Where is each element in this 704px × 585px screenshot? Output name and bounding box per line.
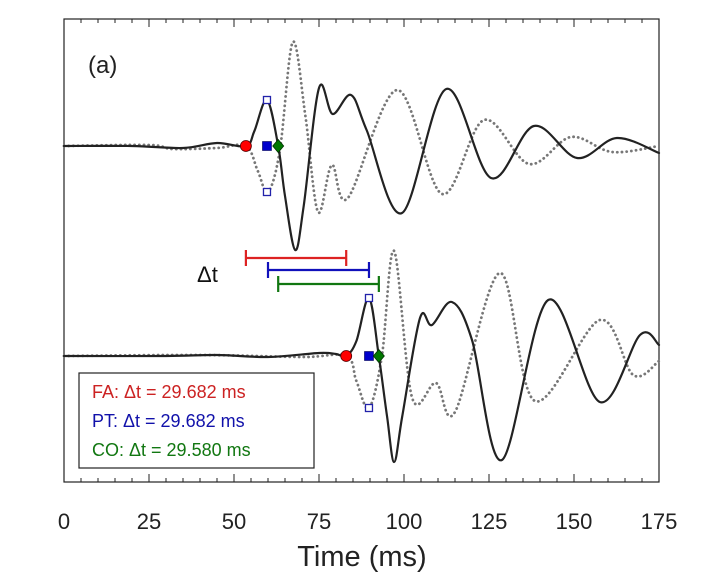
- lower-trace-marker-fa: [340, 350, 353, 362]
- legend: FA: Δt = 29.682 ms PT: Δt = 29.682 ms CO…: [78, 372, 315, 469]
- lower-trace-solid-line: [62, 296, 661, 464]
- lower-trace-marker-pt-trough: [364, 403, 374, 413]
- markers: [239, 95, 385, 413]
- plot-frame: [63, 18, 660, 483]
- x-tick-labels: 0 25 50 75 100 125 150 175: [58, 509, 677, 534]
- upper-trace-marker-fa: [239, 140, 252, 152]
- x-tick-label: 0: [58, 509, 70, 534]
- upper-trace-dotted-line: [62, 40, 661, 215]
- x-tick-label: 125: [471, 509, 508, 534]
- lower-trace-marker-pt: [364, 351, 374, 361]
- delta-t-bar-pt: [266, 262, 371, 278]
- plot-border: [63, 18, 660, 483]
- x-tick-label: 50: [222, 509, 246, 534]
- delta-t-label: Δt: [197, 262, 218, 287]
- upper-trace-marker-pt: [262, 141, 272, 151]
- x-tick-label: 75: [307, 509, 331, 534]
- x-axis-title: Time (ms): [297, 541, 426, 573]
- panel-label: (a): [88, 52, 117, 79]
- legend-box: [78, 372, 315, 469]
- x-tick-label: 25: [137, 509, 161, 534]
- x-tick-label: 150: [556, 509, 593, 534]
- delta-t-bar-co: [277, 276, 380, 292]
- delta-t-bars: [244, 250, 380, 292]
- lower-trace-marker-co: [372, 348, 385, 364]
- upper-trace-marker-pt-trough: [262, 187, 272, 197]
- upper-trace-marker-pt-peak: [262, 95, 272, 105]
- upper-trace-marker-co: [272, 138, 285, 154]
- x-tick-label: 100: [386, 509, 423, 534]
- legend-entry-pt: PT: Δt = 29.682 ms: [92, 411, 245, 431]
- delta-t-bar-fa: [244, 250, 348, 266]
- legend-entry-co: CO: Δt = 29.580 ms: [92, 440, 251, 460]
- lower-trace-marker-pt-peak: [364, 293, 374, 303]
- legend-entry-fa: FA: Δt = 29.682 ms: [92, 382, 246, 402]
- x-tick-label: 175: [641, 509, 678, 534]
